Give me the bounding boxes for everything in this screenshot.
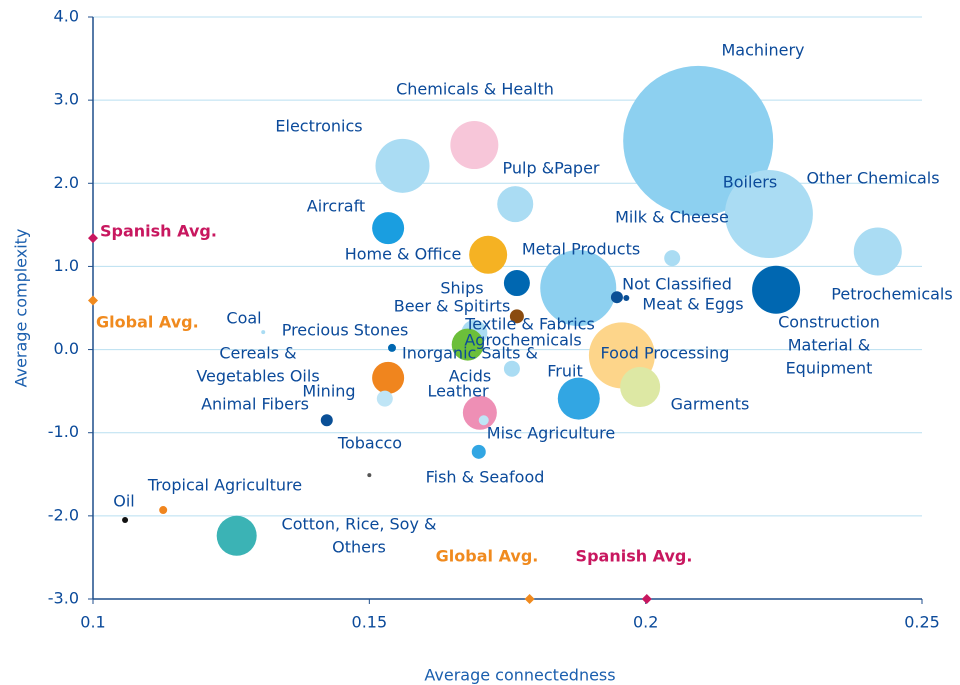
avg-marker-y [88,233,98,244]
bubble [754,195,761,202]
x-tick-label: 0.1 [80,613,105,632]
bubble-label: Animal Fibers [201,395,309,414]
bubble [372,361,405,394]
bubble-label: Pulp &Paper [503,159,600,178]
bubble-label: Textile & Fabrics [464,315,595,334]
avg-label: Spanish Avg. [576,547,693,566]
bubble-label: Boilers [723,173,777,192]
bubble [372,212,405,245]
bubble-label: Construction [778,313,880,332]
bubble-label: Not Classified [622,275,732,294]
bubble [752,265,801,314]
bubble-label: Garments [671,395,750,414]
bubble [724,170,813,259]
bubble-label: Tobacco [337,434,402,453]
bubble [503,270,530,297]
bubble-label: Beer & Spitirts [394,297,511,316]
bubble-label: Material & [788,336,871,355]
bubble [471,444,486,459]
bubble-label: Equipment [786,359,873,378]
bubble-label: Milk & Cheese [615,208,729,227]
bubble [509,309,524,324]
bubble [451,328,484,361]
bubble-label: Others [332,538,386,557]
bubble-label: Tropical Agriculture [147,476,302,495]
avg-marker-x [641,594,652,604]
bubble [216,515,257,556]
x-tick-label: 0.2 [633,613,658,632]
bubble-label: Fruit [547,362,582,381]
bubble-label: Acids [449,367,491,386]
avg-label: Spanish Avg. [100,222,217,241]
bubble [261,330,266,335]
bubble [387,343,396,352]
bubble-label: Vegetables Oils [196,367,319,386]
bubble [610,291,623,304]
bubble-label: Machinery [721,41,804,60]
bubble-label: Petrochemicals [831,285,952,304]
y-tick-label: 4.0 [54,7,79,26]
x-tick-label: 0.25 [904,613,940,632]
bubble [503,360,520,377]
y-tick-label: 1.0 [54,256,79,275]
bubble [450,121,499,170]
y-axis-title: Average complexity [12,229,31,388]
bubble [376,390,393,407]
bubble [664,250,681,267]
bubble [159,506,168,515]
bubble-label: Food Processing [601,344,730,363]
bubble [122,517,129,524]
y-tick-label: -3.0 [48,589,79,608]
bubble [478,415,489,426]
y-tick-label: -2.0 [48,505,79,524]
avg-label: Global Avg. [436,547,539,566]
bubble [853,227,902,276]
y-tick-label: 0.0 [54,339,79,358]
y-tick-label: 2.0 [54,173,79,192]
bubble-label: Agrochemicals [464,331,581,350]
bubble [557,377,600,420]
bubble [320,414,333,427]
bubble [623,295,630,302]
bubble [367,473,372,478]
avg-marker-x [524,594,535,604]
bubble-label: Chemicals & Health [396,80,554,99]
bubble-label: Cereals & [219,344,296,363]
bubble [623,65,774,216]
y-tick-label: 3.0 [54,90,79,109]
bubble-label: Oil [113,492,134,511]
bubble-label: Cotton, Rice, Soy & [282,515,437,534]
bubble-label: Aircraft [307,197,365,216]
x-axis-title: Average connectedness [424,666,615,685]
bubble [540,250,617,327]
bubble-label: Coal [226,309,261,328]
y-tick-label: -1.0 [48,422,79,441]
bubble-label: Leather [427,382,489,401]
avg-marker-y [88,295,98,306]
bubble [620,366,661,407]
bubble-label: Electronics [275,117,362,136]
bubble [469,235,508,274]
bubble-label: Fish & Seafood [426,468,545,487]
bubble [375,138,430,193]
x-tick-label: 0.15 [352,613,388,632]
bubble-label: Other Chemicals [806,169,939,188]
bubble-label: Mining [302,382,355,401]
bubble-label: Precious Stones [282,321,409,340]
avg-label: Global Avg. [96,313,199,332]
bubble-label: Meat & Eggs [642,295,743,314]
bubble-label: Metal Products [522,240,640,259]
bubble-label: Ships [440,279,483,298]
bubble-label: Misc Agriculture [487,424,615,443]
bubble-label: Home & Office [345,245,462,264]
bubble [497,186,534,223]
bubble-label: Inorganic Salts & [402,344,538,363]
